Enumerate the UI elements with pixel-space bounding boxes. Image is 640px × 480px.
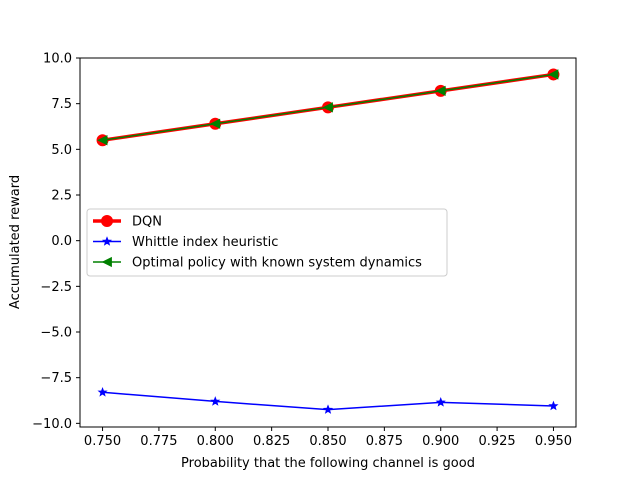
y-tick-label: 10.0 xyxy=(43,52,72,67)
x-axis-label: Probability that the following channel i… xyxy=(181,456,475,471)
legend: DQN Whittle index heuristic Optimal policy… xyxy=(86,208,448,277)
series-layer xyxy=(96,68,560,414)
legend-entries: DQN Whittle index heuristic Optimal policy… xyxy=(93,215,422,271)
legend-box xyxy=(86,208,448,277)
x-tick-label: 0.800 xyxy=(197,434,234,449)
data-point xyxy=(548,69,559,80)
data-point xyxy=(435,85,446,97)
legend-entry: Whittle index heuristic xyxy=(93,235,278,250)
x-tick-label: 0.750 xyxy=(84,434,121,449)
data-point xyxy=(322,404,334,414)
legend-label: Whittle index heuristic xyxy=(132,235,278,250)
data-point xyxy=(322,102,333,113)
legend-label: Optimal policy with known system dynamic… xyxy=(132,256,422,271)
data-point xyxy=(97,386,108,397)
data-point xyxy=(97,135,108,146)
y-tick-label: 0.0 xyxy=(51,234,72,249)
x-tick-label: 0.850 xyxy=(309,434,346,449)
x-tick-label: 0.900 xyxy=(422,434,459,449)
data-point xyxy=(210,396,221,406)
legend-marker xyxy=(101,256,112,268)
y-tick-label: 7.5 xyxy=(51,97,72,112)
ticks-layer: 0.750 0.775 0.800 0.825 0.850 0.875 0.900 0.925… xyxy=(32,52,572,450)
legend-marker xyxy=(101,236,113,246)
x-tick-label: 0.775 xyxy=(140,434,177,449)
legend-entry: DQN xyxy=(93,215,162,230)
y-tick-label: −2.5 xyxy=(40,280,72,295)
plot-frame xyxy=(79,57,577,428)
x-tick-label: 0.825 xyxy=(253,434,290,449)
data-point xyxy=(209,118,221,129)
legend-entry: Optimal policy with known system dynamic… xyxy=(93,256,422,271)
y-tick-label: −5.0 xyxy=(40,326,72,341)
legend-label: DQN xyxy=(132,215,162,230)
data-point xyxy=(548,400,559,411)
series-whittle-index-heuristic xyxy=(97,386,559,414)
data-point xyxy=(435,397,446,407)
y-tick-label: −7.5 xyxy=(40,371,72,386)
legend-marker xyxy=(101,215,113,227)
y-tick-label: 2.5 xyxy=(51,189,72,204)
y-axis-label: Accumulated reward xyxy=(8,175,23,309)
series-optimal-policy-with-known-system-dynamics xyxy=(97,69,559,146)
x-tick-label: 0.950 xyxy=(535,434,572,449)
y-tick-label: 5.0 xyxy=(51,143,72,158)
x-tick-label: 0.875 xyxy=(366,434,403,449)
y-tick-label: −10.0 xyxy=(32,417,72,432)
x-tick-label: 0.925 xyxy=(478,434,515,449)
